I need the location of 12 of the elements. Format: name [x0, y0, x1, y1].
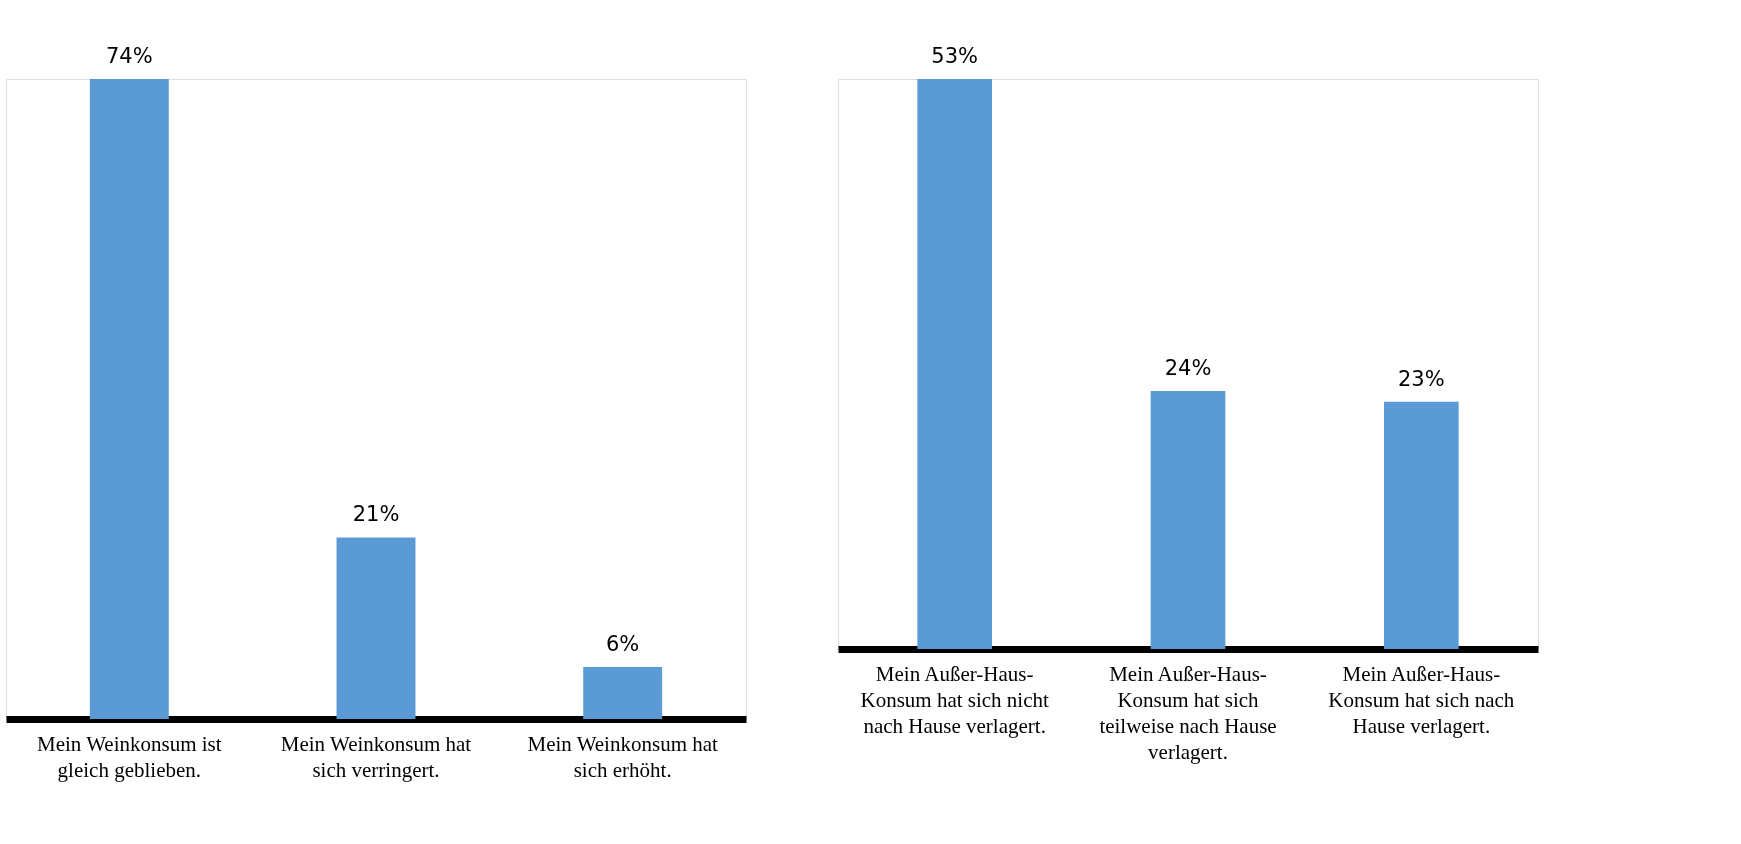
- data-label: 23%: [1397, 366, 1445, 391]
- data-label: 21%: [352, 502, 400, 527]
- x-tick-label: Mein Außer-Haus-Konsum hat sich nicht nach Hause verlagert.: [860, 661, 1050, 738]
- x-tick-label: Mein Weinkonsum hat sich verringert.: [280, 731, 472, 782]
- data-label: 53%: [931, 44, 979, 68]
- x-tick-label: Mein Weinkonsum ist gleich geblieben.: [37, 731, 222, 782]
- data-label: 24%: [1164, 355, 1212, 380]
- x-tick-label: Mein Außer-Haus-Konsum hat sich nach Hause verlagert.: [1328, 661, 1515, 738]
- data-label: 74%: [105, 44, 153, 68]
- x-tick-label: Mein Außer-Haus-Konsum hat sich teilweise nach Hause verlagert.: [1099, 661, 1277, 764]
- x-tick-label: Mein Weinkonsum hat sich erhöht.: [527, 731, 719, 782]
- data-label: 6%: [606, 632, 640, 657]
